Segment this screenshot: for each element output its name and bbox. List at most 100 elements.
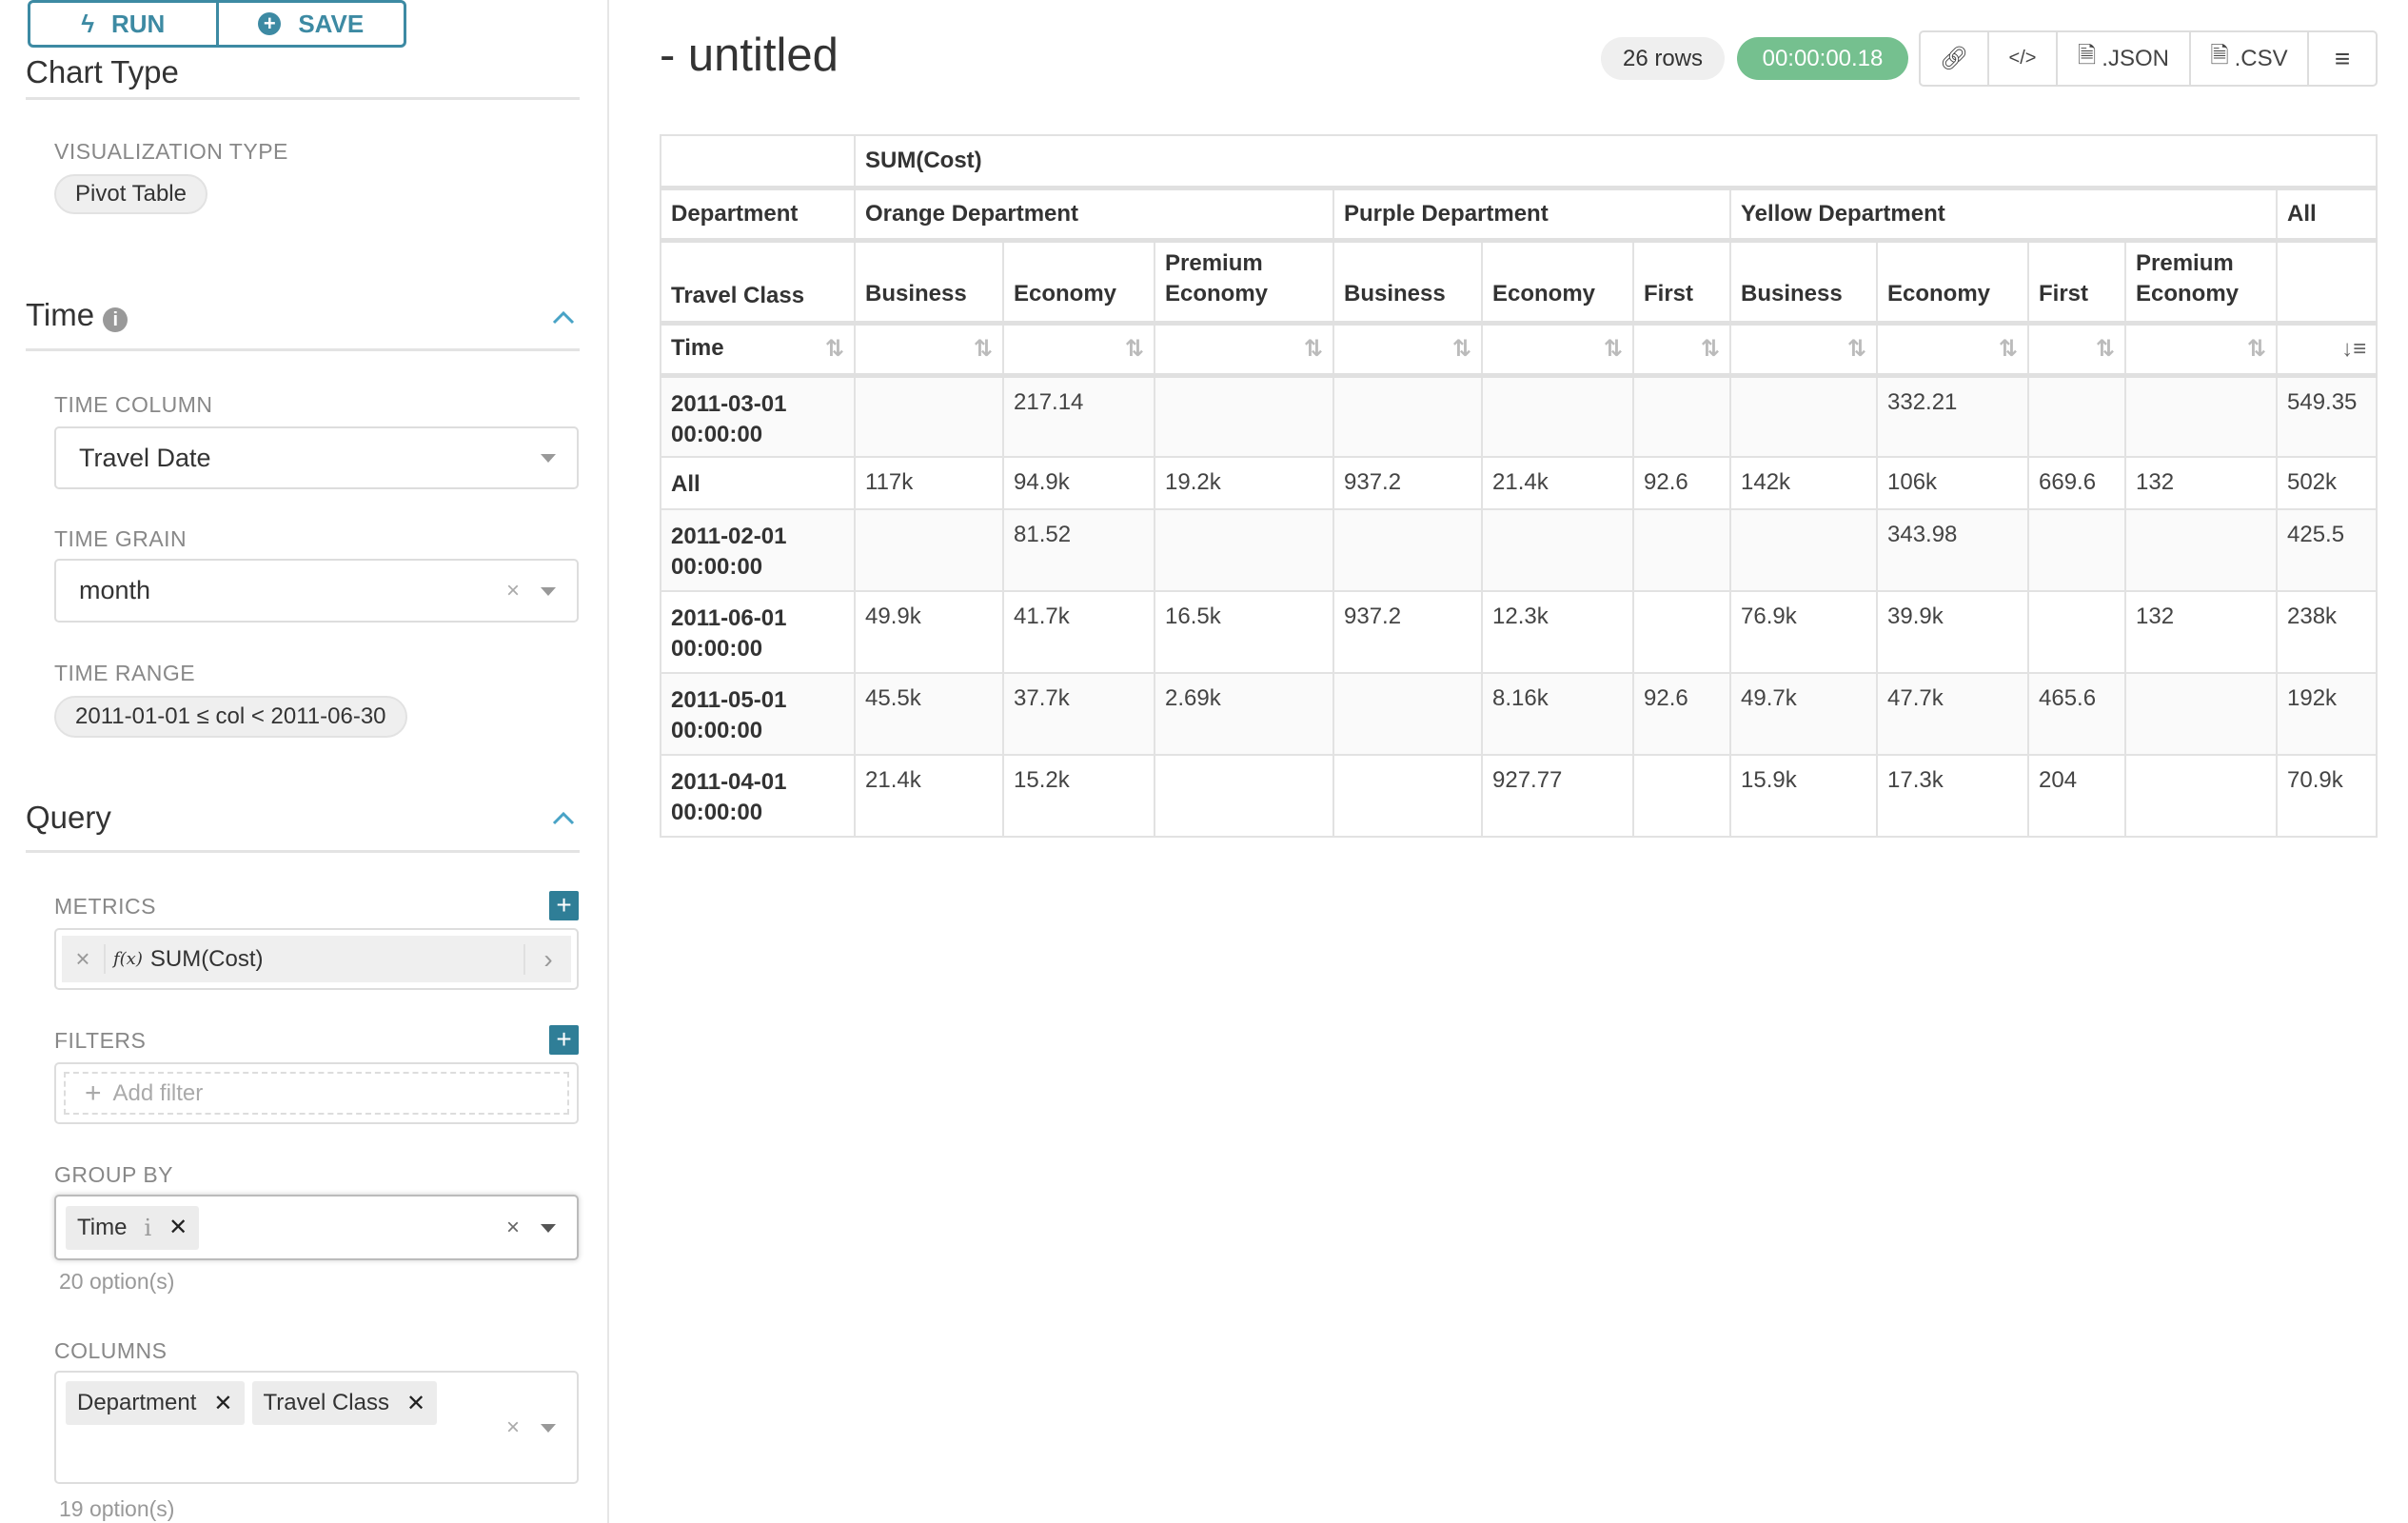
columns-tag-department: Department ✕ xyxy=(66,1381,245,1425)
value-cell: 2.69k xyxy=(1155,673,1333,755)
value-cell xyxy=(2028,375,2125,457)
sort-icon[interactable]: ⇅ xyxy=(1604,335,1623,363)
sort-header[interactable]: ⇅ xyxy=(1003,323,1155,375)
value-cell: 238k xyxy=(2277,591,2377,673)
sort-icon[interactable]: ⇅ xyxy=(1125,335,1144,363)
value-cell xyxy=(855,375,1003,457)
value-cell: 502k xyxy=(2277,457,2377,509)
travel-class-header: Premium Economy xyxy=(1155,240,1333,323)
sort-icon[interactable]: ⇅ xyxy=(825,335,844,363)
row-time-cell: 2011-05-01 00:00:00 xyxy=(661,673,855,755)
value-cell: 343.98 xyxy=(1877,509,2028,591)
department-header: All xyxy=(2277,188,2377,240)
save-button[interactable]: +SAVE xyxy=(216,3,405,45)
value-cell: 37.7k xyxy=(1003,673,1155,755)
value-cell: 117k xyxy=(855,457,1003,509)
add-filter-area[interactable]: +Add filter xyxy=(64,1072,569,1115)
value-cell: 92.6 xyxy=(1633,457,1730,509)
chart-type-heading[interactable]: Chart Type xyxy=(26,53,179,91)
remove-tag-icon[interactable]: ✕ xyxy=(168,1214,188,1241)
chevron-up-icon[interactable] xyxy=(550,805,577,832)
chevron-up-icon[interactable] xyxy=(550,305,577,331)
query-heading[interactable]: Query xyxy=(26,800,111,836)
tag-label: Department xyxy=(77,1390,196,1416)
columns-label: COLUMNS xyxy=(54,1338,168,1364)
clear-icon[interactable]: × xyxy=(506,1215,520,1241)
value-cell xyxy=(2028,509,2125,591)
filters-label: FILTERS xyxy=(54,1028,146,1054)
sort-icon[interactable]: ⇅ xyxy=(1847,335,1866,363)
embed-code-button[interactable]: </> xyxy=(1987,32,2056,85)
sort-header[interactable]: ⇅ xyxy=(1482,323,1633,375)
sort-header[interactable]: ⇅ xyxy=(1877,323,2028,375)
value-cell xyxy=(1155,509,1333,591)
tag-label: Time xyxy=(77,1215,127,1241)
page-title[interactable]: - untitled xyxy=(660,29,839,82)
sort-header[interactable]: ⇅ xyxy=(1633,323,1730,375)
sort-icon[interactable]: ⇅ xyxy=(2247,335,2266,363)
time-section-heading[interactable]: Time i xyxy=(26,297,128,333)
sort-desc-icon[interactable]: ↓≡ xyxy=(2341,336,2366,363)
metric-tag[interactable]: × f(x) SUM(Cost) › xyxy=(62,936,571,982)
value-cell xyxy=(1633,755,1730,837)
time-grain-select[interactable]: month× xyxy=(54,559,579,623)
table-row: 2011-02-01 00:00:0081.52343.98425.5 xyxy=(661,509,2377,591)
sort-header[interactable]: ⇅ xyxy=(855,323,1003,375)
columns-select[interactable]: Department ✕ Travel Class✕ × xyxy=(54,1371,579,1484)
row-count-badge: 26 rows xyxy=(1601,37,1725,80)
sort-header[interactable]: ⇅ xyxy=(1333,323,1482,375)
value-cell: 76.9k xyxy=(1730,591,1877,673)
value-cell xyxy=(1633,591,1730,673)
remove-tag-icon[interactable]: ✕ xyxy=(213,1390,232,1417)
clear-icon[interactable]: × xyxy=(506,1414,520,1441)
menu-button[interactable]: ≡ xyxy=(2307,32,2376,85)
travel-class-header: Premium Economy xyxy=(2125,240,2277,323)
value-cell: 332.21 xyxy=(1877,375,2028,457)
sort-header[interactable]: ⇅ xyxy=(1730,323,1877,375)
metric-label: SUM(Cost) xyxy=(150,946,264,973)
row-time-cell: 2011-06-01 00:00:00 xyxy=(661,591,855,673)
divider xyxy=(26,850,580,853)
columns-tag-travel-class: Travel Class✕ xyxy=(252,1381,438,1425)
add-metric-button[interactable]: + xyxy=(549,891,579,920)
group-by-select[interactable]: Timei✕ × xyxy=(54,1195,579,1260)
add-filter-placeholder: Add filter xyxy=(113,1080,204,1107)
run-button[interactable]: ϟRUN xyxy=(30,3,216,45)
sort-icon[interactable]: ⇅ xyxy=(974,335,993,363)
timer-badge: 00:00:00.18 xyxy=(1737,37,1908,80)
remove-tag-icon[interactable]: ✕ xyxy=(406,1390,425,1417)
table-row: 2011-06-01 00:00:0049.9k41.7k16.5k937.21… xyxy=(661,591,2377,673)
sort-icon[interactable]: ⇅ xyxy=(1701,335,1720,363)
time-column-select[interactable]: Travel Date xyxy=(54,426,579,489)
value-cell xyxy=(1333,755,1482,837)
caret-down-icon xyxy=(541,454,556,463)
value-cell: 19.2k xyxy=(1155,457,1333,509)
value-cell: 47.7k xyxy=(1877,673,2028,755)
plus-circle-icon: + xyxy=(258,12,281,35)
sort-icon[interactable]: ⇅ xyxy=(1304,335,1323,363)
time-range-pill[interactable]: 2011-01-01 ≤ col < 2011-06-30 xyxy=(54,696,407,738)
sort-header[interactable]: ⇅ xyxy=(2028,323,2125,375)
value-cell: 937.2 xyxy=(1333,457,1482,509)
sort-header[interactable]: ↓≡ xyxy=(2277,323,2377,375)
caret-down-icon xyxy=(541,587,556,596)
sort-icon[interactable]: ⇅ xyxy=(2096,335,2115,363)
link-button[interactable]: 🔗︎ xyxy=(1921,32,1987,85)
sort-icon[interactable]: ⇅ xyxy=(1452,335,1471,363)
hamburger-icon: ≡ xyxy=(2335,44,2350,74)
sort-icon[interactable]: ⇅ xyxy=(1999,335,2018,363)
add-filter-button[interactable]: + xyxy=(549,1025,579,1055)
export-json-button[interactable]: 🗎.JSON xyxy=(2056,32,2189,85)
value-cell: 106k xyxy=(1877,457,2028,509)
value-cell xyxy=(2125,755,2277,837)
chevron-right-icon[interactable]: › xyxy=(523,944,571,975)
visualization-type-pill[interactable]: Pivot Table xyxy=(54,174,207,214)
export-csv-button[interactable]: 🗎.CSV xyxy=(2189,32,2307,85)
sort-header[interactable]: ⇅ xyxy=(2125,323,2277,375)
remove-icon[interactable]: × xyxy=(62,944,106,974)
file-code-icon: 🗎 xyxy=(2078,39,2096,78)
time-header[interactable]: ⇅Time xyxy=(661,323,855,375)
clear-icon[interactable]: × xyxy=(506,578,520,604)
group-by-tag-time: Timei✕ xyxy=(66,1206,199,1250)
sort-header[interactable]: ⇅ xyxy=(1155,323,1333,375)
